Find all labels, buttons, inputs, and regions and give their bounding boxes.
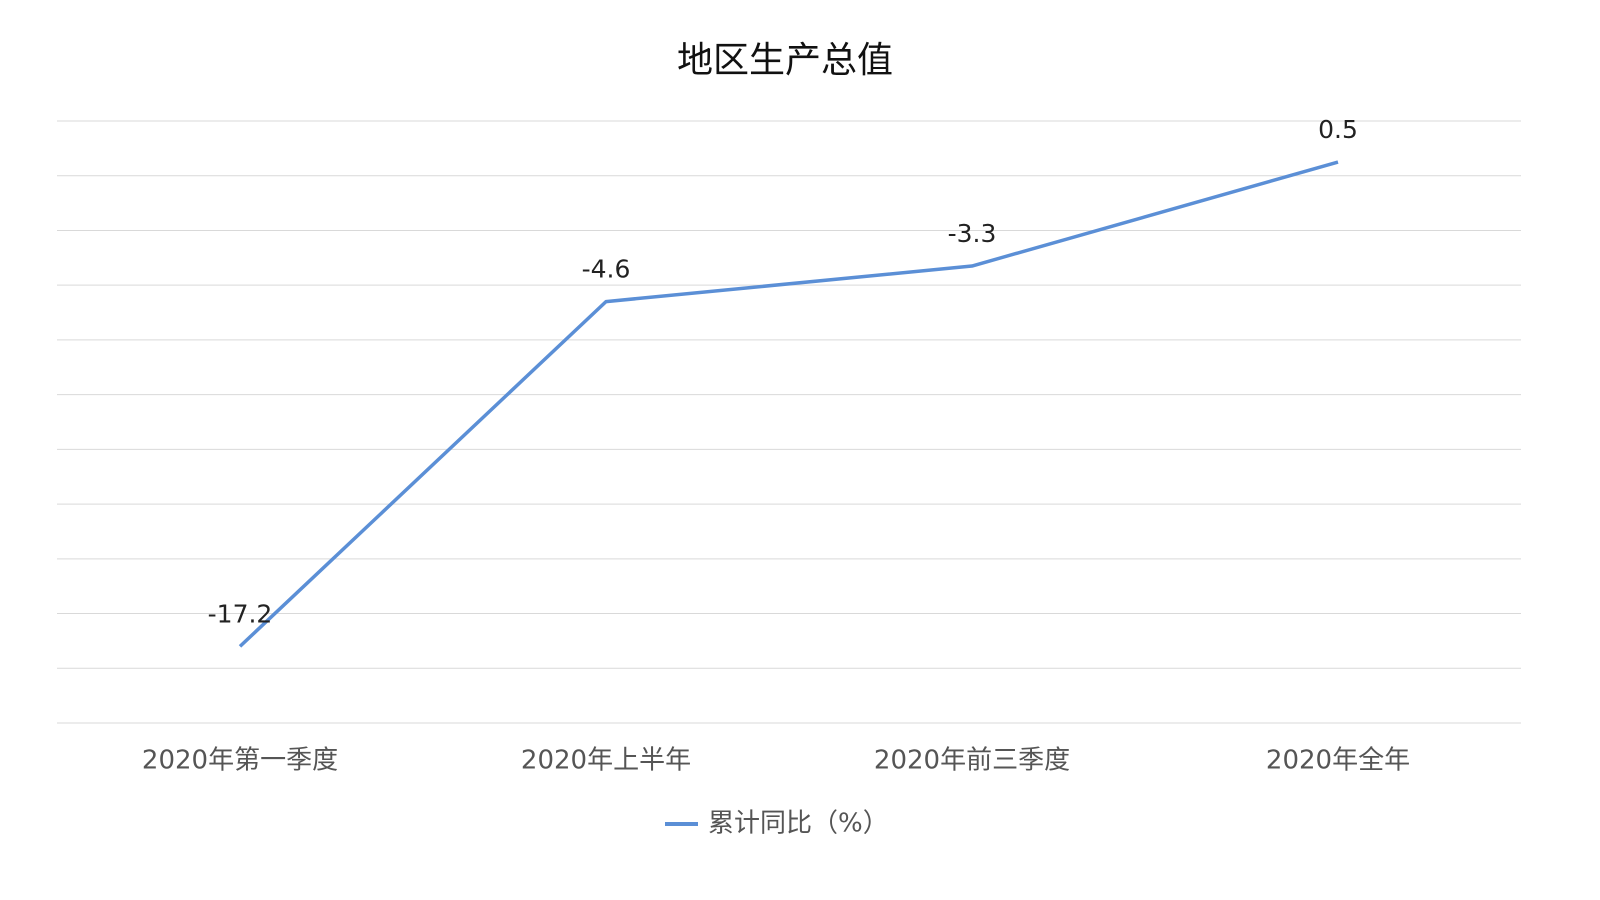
x-tick-label: 2020年上半年 bbox=[521, 746, 691, 776]
legend-label: 累计同比（%） bbox=[708, 809, 889, 839]
data-label: -4.6 bbox=[582, 255, 631, 284]
data-label: -17.2 bbox=[208, 599, 273, 628]
x-tick-label: 2020年全年 bbox=[1266, 746, 1410, 776]
chart-title: 地区生产总值 bbox=[677, 40, 893, 81]
series-line bbox=[238, 160, 1339, 648]
data-label: -3.3 bbox=[948, 219, 997, 248]
x-tick-label: 2020年前三季度 bbox=[874, 746, 1070, 776]
x-tick-label: 2020年第一季度 bbox=[142, 746, 338, 776]
data-label: 0.5 bbox=[1318, 115, 1358, 144]
